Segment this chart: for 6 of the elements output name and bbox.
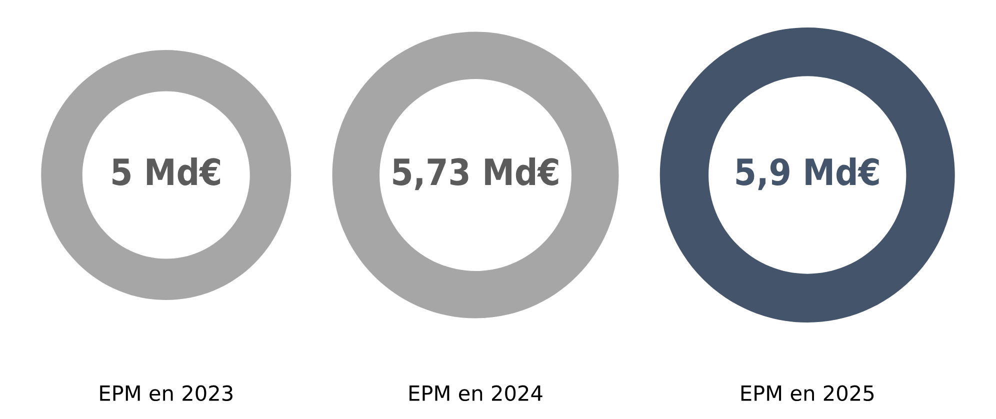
data-label: 5,73 Md€ [393,158,558,190]
category-label: EPM en 2025 [741,385,874,402]
category-label: EPM en 2024 [410,385,542,402]
category-label: EPM en 2023 [100,385,232,402]
data-label: 5,9 Md€ [736,158,879,190]
data-label: 5 Md€ [112,158,220,186]
